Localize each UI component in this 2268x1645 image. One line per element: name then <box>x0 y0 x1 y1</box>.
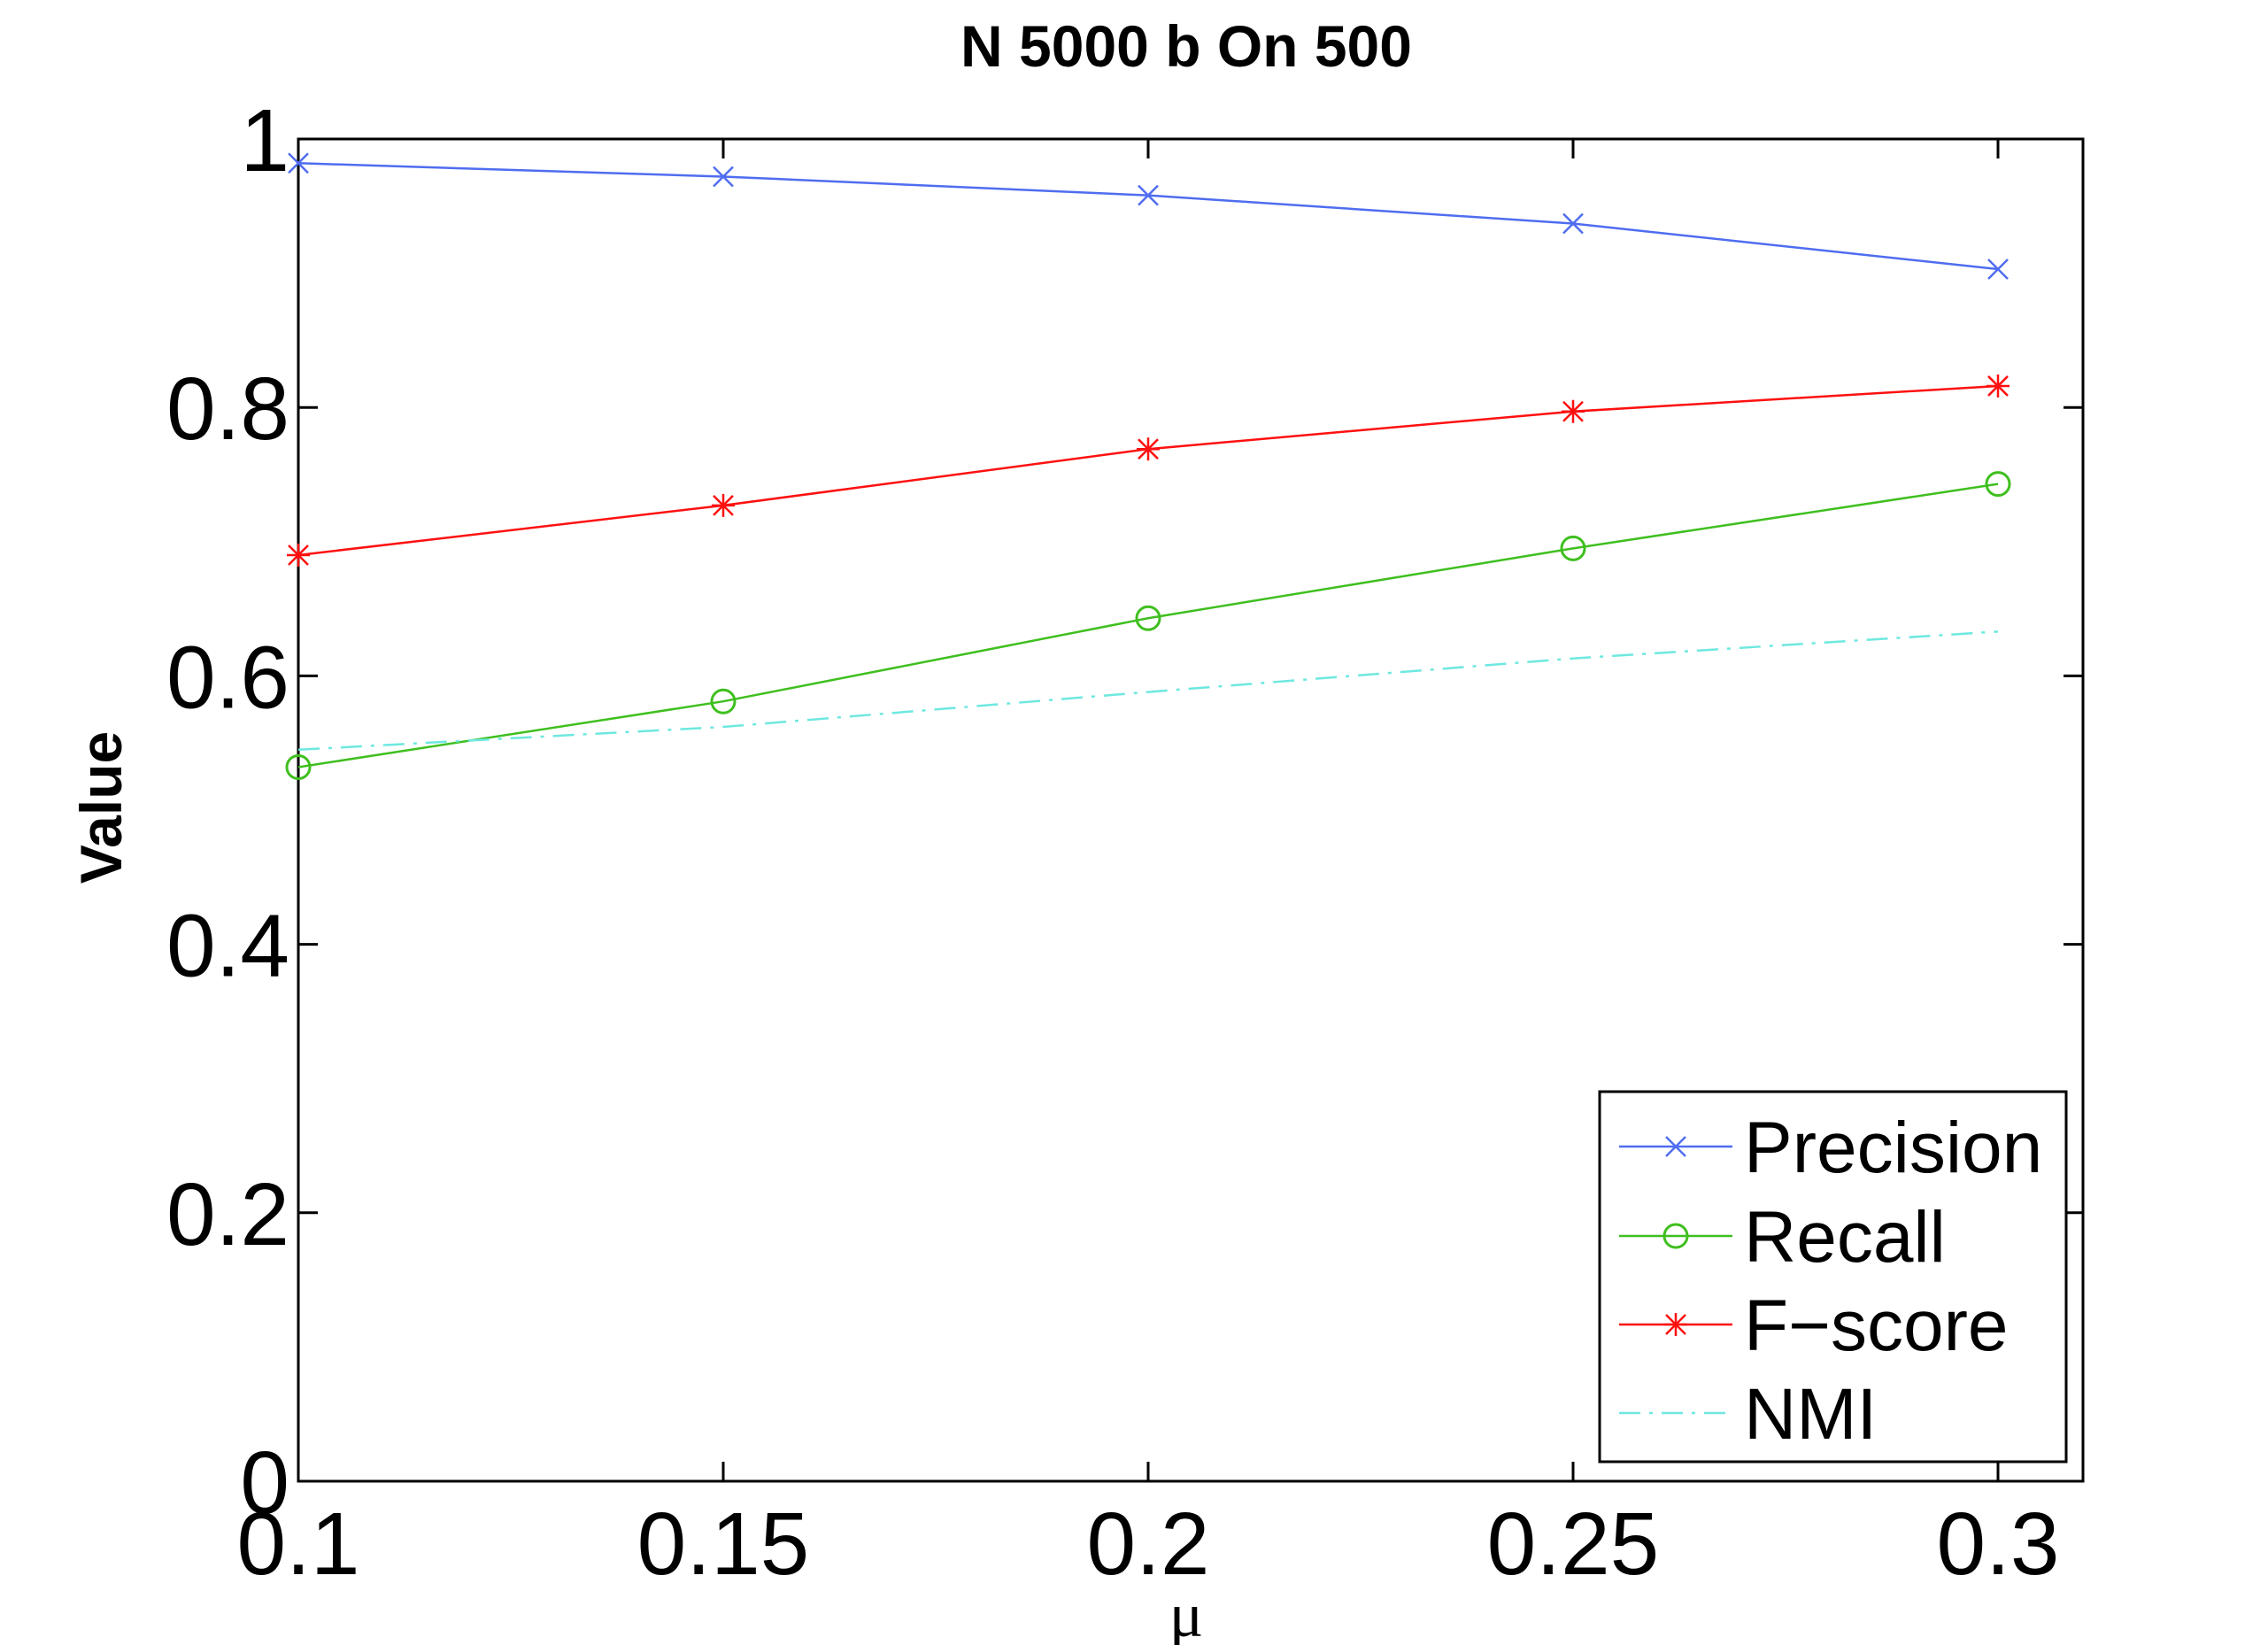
data-point-recall <box>285 753 312 780</box>
y-tick-label: 0.2 <box>166 1165 289 1264</box>
y-tick-label: 0.4 <box>166 897 289 996</box>
data-point-recall-ring <box>1135 605 1161 631</box>
data-point-recall-ring <box>285 753 312 780</box>
axes-box <box>297 137 2085 1483</box>
chart-title: N 5000 b On 500 <box>960 13 1412 79</box>
data-point-precision <box>713 166 734 188</box>
data-point-f-score <box>1137 437 1160 461</box>
y-tick-label: 0 <box>240 1433 289 1533</box>
x-tick-label: 0.2 <box>1086 1494 1209 1594</box>
data-point-recall <box>1985 471 2011 498</box>
x-tick-label: 0.25 <box>1487 1494 1660 1594</box>
series-line-f-score <box>297 384 1999 557</box>
legend-box <box>1598 1090 2068 1464</box>
legend-label-recall: Recall <box>1744 1197 1946 1278</box>
y-tick-label: 1 <box>240 91 289 190</box>
data-point-recall <box>1135 605 1161 631</box>
legend-label-nmi: NMI <box>1744 1374 1877 1455</box>
legend-label-precision: Precision <box>1744 1108 2042 1188</box>
legend-marker-recall-ring <box>1662 1223 1689 1249</box>
legend-label-f-score: F−score <box>1744 1286 2009 1366</box>
legend-marker-f-score <box>1664 1313 1687 1336</box>
data-point-f-score <box>287 543 310 567</box>
data-point-f-score <box>1986 374 2010 398</box>
plot-area: 0 0.2 0.4 0.6 0.8 1 0.1 0.15 0.2 0.25 0.3 <box>166 91 2085 1594</box>
series-line-nmi <box>297 630 1999 752</box>
x-axis-label: μ <box>1169 1579 1204 1645</box>
data-point-precision <box>1562 212 1584 235</box>
data-point-precision-stroke <box>1987 259 2009 280</box>
x-tick-label: 0.1 <box>236 1494 359 1594</box>
data-point-f-score <box>712 493 735 517</box>
data-point-precision-stroke <box>1138 184 1159 206</box>
data-point-precision-stroke <box>288 152 309 174</box>
legend-marker-precision-stroke <box>1665 1136 1686 1157</box>
y-tick-label: 0.8 <box>166 359 289 459</box>
series-line-precision <box>297 162 1999 271</box>
data-point-precision <box>288 152 309 174</box>
x-tick-label: 0.15 <box>637 1494 810 1594</box>
data-point-recall <box>1560 535 1586 561</box>
y-axis-label: Value <box>68 731 134 884</box>
data-point-f-score <box>1562 399 1585 423</box>
data-point-recall-ring <box>1560 535 1586 561</box>
series-line-recall <box>297 483 1999 768</box>
data-point-precision-stroke <box>1562 212 1584 235</box>
data-point-precision-stroke <box>713 166 734 188</box>
data-point-precision <box>1138 184 1159 206</box>
data-point-recall-ring <box>710 688 737 714</box>
data-point-recall <box>710 688 737 714</box>
data-point-recall-ring <box>1985 471 2011 498</box>
y-tick-label: 0.6 <box>166 628 289 727</box>
legend-marker-recall <box>1662 1223 1689 1249</box>
legend-marker-precision <box>1665 1136 1686 1157</box>
x-tick-label: 0.3 <box>1936 1494 2059 1594</box>
data-point-precision <box>1987 259 2009 280</box>
